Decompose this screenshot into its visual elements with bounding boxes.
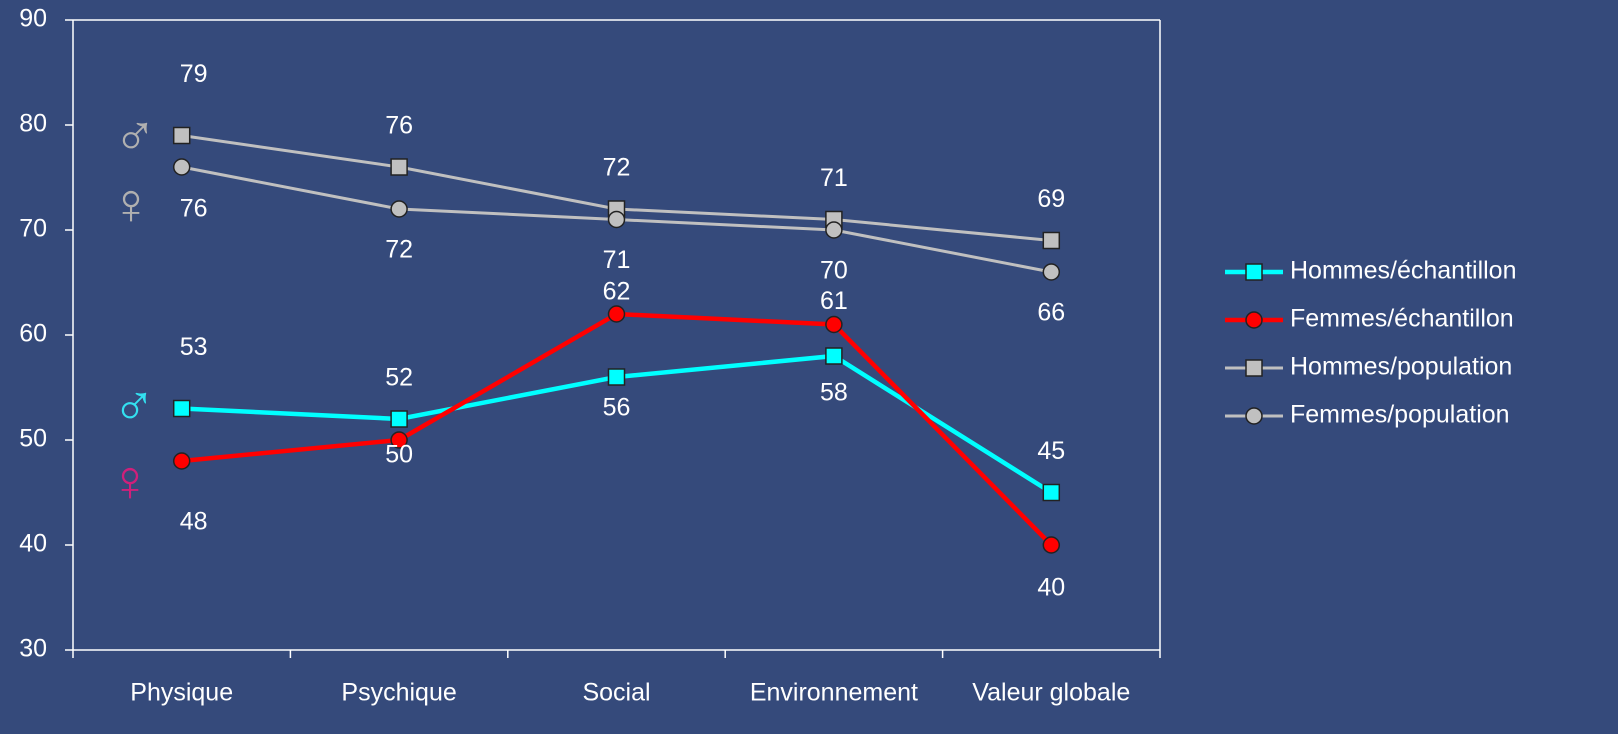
marker bbox=[172, 158, 191, 176]
marker bbox=[607, 305, 626, 323]
annotation: ♀ bbox=[108, 448, 152, 513]
data-label: 76 bbox=[385, 112, 413, 140]
annotation: ♂ bbox=[112, 373, 156, 438]
x-tick-label: Physique bbox=[130, 679, 233, 707]
marker bbox=[1042, 263, 1061, 281]
data-label: 70 bbox=[820, 257, 848, 285]
legend-label: Hommes/population bbox=[1290, 353, 1512, 381]
marker bbox=[607, 368, 626, 386]
y-tick-label: 70 bbox=[19, 215, 47, 243]
legend-label: Femmes/population bbox=[1290, 401, 1510, 429]
legend-label: Femmes/échantillon bbox=[1290, 305, 1514, 333]
marker bbox=[825, 315, 843, 334]
data-label: 72 bbox=[603, 154, 631, 182]
y-tick-label: 90 bbox=[19, 5, 47, 33]
marker bbox=[390, 431, 408, 449]
data-label: 76 bbox=[180, 195, 208, 223]
data-label: 72 bbox=[385, 236, 413, 264]
series-line bbox=[181, 311, 1053, 547]
x-tick-label: Environnement bbox=[750, 679, 918, 707]
y-tick-label: 60 bbox=[19, 320, 47, 348]
data-label: 45 bbox=[1037, 437, 1065, 465]
marker bbox=[607, 210, 626, 229]
data-label: 58 bbox=[820, 379, 848, 407]
data-label: 79 bbox=[180, 60, 208, 88]
legend-marker bbox=[1245, 263, 1263, 281]
marker bbox=[825, 347, 843, 365]
marker bbox=[172, 452, 191, 470]
marker bbox=[172, 126, 191, 145]
x-tick-label: Psychique bbox=[341, 679, 456, 707]
data-label: 48 bbox=[180, 508, 208, 536]
marker bbox=[390, 200, 408, 218]
legend-label: Hommes/échantillon bbox=[1290, 257, 1517, 285]
marker bbox=[172, 399, 191, 418]
annotation: ♂ bbox=[113, 103, 157, 168]
data-label: 61 bbox=[820, 287, 848, 315]
legend-marker bbox=[1245, 359, 1263, 377]
legend-marker bbox=[1245, 311, 1263, 329]
data-label: 53 bbox=[180, 333, 208, 361]
data-label: 71 bbox=[603, 246, 631, 274]
legend-marker bbox=[1245, 407, 1263, 425]
marker bbox=[390, 158, 408, 176]
marker bbox=[1042, 231, 1061, 250]
data-label: 62 bbox=[603, 278, 631, 306]
data-label: 69 bbox=[1037, 185, 1065, 213]
y-tick-label: 30 bbox=[19, 635, 47, 663]
annotation: ♀ bbox=[109, 171, 153, 236]
data-label: 66 bbox=[1037, 299, 1065, 327]
data-label: 56 bbox=[603, 394, 631, 422]
y-tick-label: 50 bbox=[19, 425, 47, 453]
marker bbox=[1042, 536, 1061, 554]
y-tick-label: 80 bbox=[19, 110, 47, 138]
y-tick-label: 40 bbox=[19, 530, 47, 558]
x-tick-label: Social bbox=[582, 679, 650, 707]
data-label: 52 bbox=[385, 364, 413, 392]
marker bbox=[825, 221, 843, 239]
data-label: 71 bbox=[820, 164, 848, 192]
marker bbox=[1042, 483, 1061, 502]
x-tick-label: Valeur globale bbox=[972, 679, 1130, 707]
data-label: 40 bbox=[1037, 574, 1065, 602]
marker bbox=[390, 410, 408, 428]
data-label: 50 bbox=[385, 441, 413, 469]
